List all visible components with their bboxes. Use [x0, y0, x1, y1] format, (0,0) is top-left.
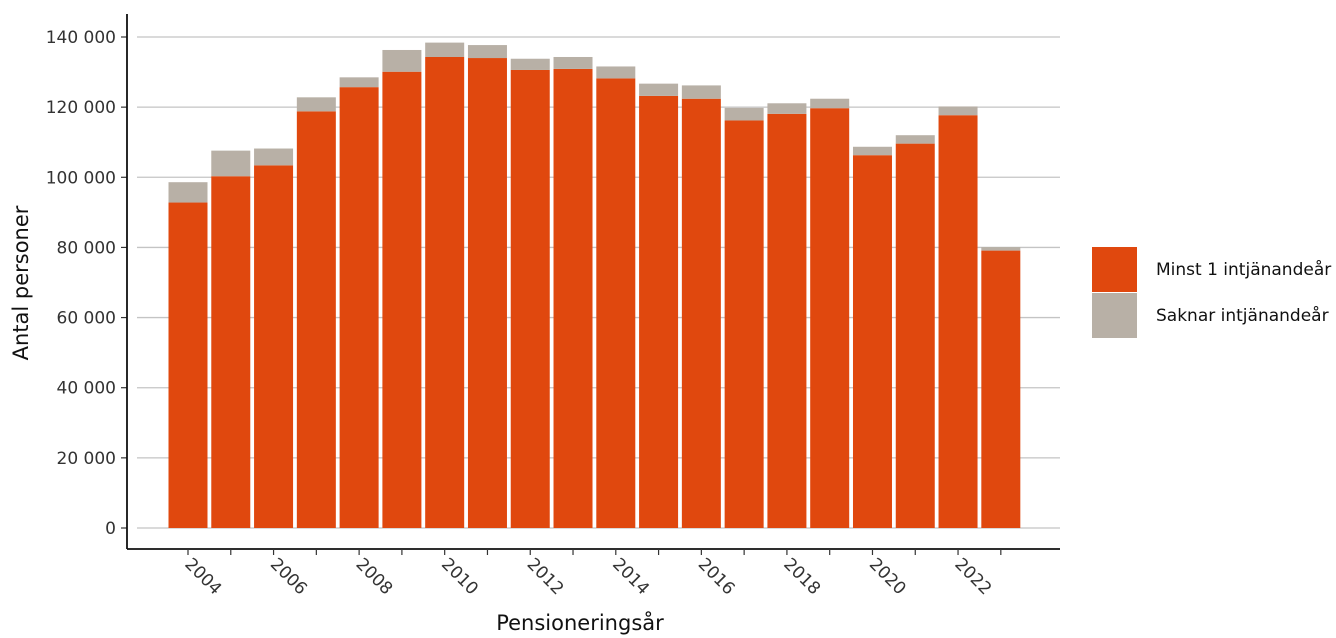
- bar-minst-1-intjanandear: [339, 87, 379, 528]
- bar-minst-1-intjanandear: [810, 108, 850, 528]
- x-tick-label: 2014: [608, 554, 653, 599]
- bar-saknar-intjanandear: [852, 146, 892, 156]
- x-tick-label: 2020: [865, 554, 910, 599]
- x-tick-label: 2022: [951, 554, 996, 599]
- legend-swatch-minst-1-intjanandear: [1092, 247, 1137, 292]
- bar-saknar-intjanandear: [938, 106, 978, 116]
- bar-saknar-intjanandear: [425, 42, 465, 57]
- bar-minst-1-intjanandear: [596, 78, 636, 529]
- bar-minst-1-intjanandear: [382, 71, 422, 529]
- bar-saknar-intjanandear: [681, 85, 721, 99]
- bar-saknar-intjanandear: [382, 49, 422, 72]
- bar-minst-1-intjanandear: [168, 202, 208, 528]
- y-tick-label: 100 000: [46, 168, 116, 188]
- bar-minst-1-intjanandear: [296, 111, 336, 528]
- legend-label-saknar-intjanandear: Saknar intjänandeår: [1156, 305, 1329, 326]
- bar-minst-1-intjanandear: [211, 176, 251, 528]
- legend: Minst 1 intjänandeår Saknar intjänandeår: [1092, 247, 1331, 338]
- y-tick-label: 20 000: [57, 449, 116, 469]
- bar-minst-1-intjanandear: [553, 68, 593, 528]
- y-tick-label: 140 000: [46, 28, 116, 48]
- x-tick-label: 2016: [694, 554, 739, 599]
- bar-saknar-intjanandear: [895, 135, 935, 144]
- bar-saknar-intjanandear: [254, 148, 294, 166]
- bar-saknar-intjanandear: [981, 247, 1021, 251]
- bar-minst-1-intjanandear: [681, 98, 721, 529]
- y-tick-label: 0: [105, 519, 116, 539]
- bar-saknar-intjanandear: [339, 77, 379, 88]
- y-tick-label: 40 000: [57, 379, 116, 399]
- bar-saknar-intjanandear: [639, 83, 679, 96]
- x-tick-label: 2012: [523, 554, 568, 599]
- bar-saknar-intjanandear: [724, 107, 764, 121]
- bar-minst-1-intjanandear: [724, 120, 764, 528]
- y-tick-label: 80 000: [57, 238, 116, 258]
- bar-saknar-intjanandear: [296, 97, 336, 112]
- bar-minst-1-intjanandear: [852, 155, 892, 528]
- bar-minst-1-intjanandear: [425, 56, 465, 528]
- x-axis-title: Pensioneringsår: [496, 610, 664, 635]
- bar-saknar-intjanandear: [810, 98, 850, 109]
- bar-saknar-intjanandear: [510, 58, 550, 70]
- bar-saknar-intjanandear: [596, 66, 636, 79]
- x-tick-label: 2004: [180, 554, 225, 599]
- x-tick-label: 2006: [266, 554, 311, 599]
- bar-minst-1-intjanandear: [981, 250, 1021, 528]
- bar-minst-1-intjanandear: [254, 165, 294, 528]
- legend-swatch-saknar-intjanandear: [1092, 293, 1137, 338]
- x-tick-label: 2008: [352, 554, 397, 599]
- bars: [168, 42, 1021, 529]
- bar-minst-1-intjanandear: [467, 58, 507, 529]
- legend-label-minst-1-intjanandear: Minst 1 intjänandeår: [1156, 259, 1331, 280]
- y-tick-label: 120 000: [46, 98, 116, 118]
- bar-saknar-intjanandear: [211, 150, 251, 177]
- bar-minst-1-intjanandear: [767, 113, 807, 528]
- x-tick-label: 2010: [437, 554, 482, 599]
- bar-saknar-intjanandear: [553, 56, 593, 69]
- bar-saknar-intjanandear: [767, 103, 807, 114]
- bar-saknar-intjanandear: [168, 182, 208, 203]
- bar-saknar-intjanandear: [467, 45, 507, 59]
- x-tick-label: 2018: [779, 554, 824, 599]
- bar-minst-1-intjanandear: [895, 143, 935, 529]
- bar-minst-1-intjanandear: [938, 115, 978, 528]
- y-axis-title: Antal personer: [9, 205, 33, 360]
- bar-minst-1-intjanandear: [639, 95, 679, 529]
- y-tick-label: 60 000: [57, 309, 116, 329]
- bar-minst-1-intjanandear: [510, 69, 550, 529]
